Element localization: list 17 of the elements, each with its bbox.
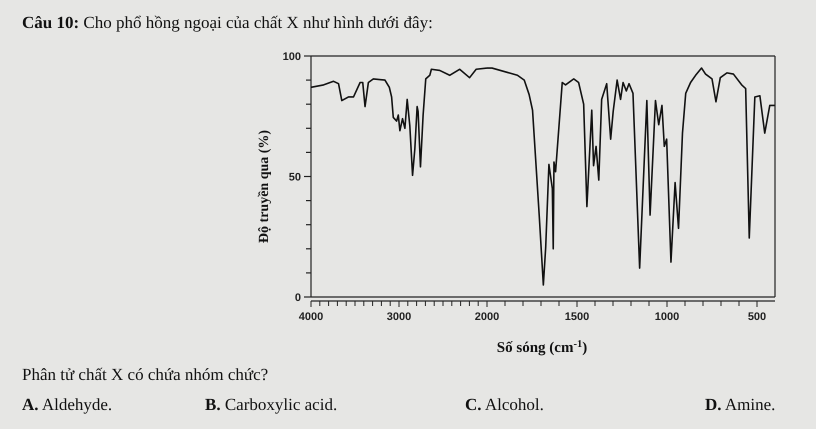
y-tick-label: 0 [294, 292, 301, 304]
y-tick-label: 50 [288, 172, 301, 184]
text: B. Carboxylic acid. [205, 395, 338, 414]
x-axis-title: Số sóng (cm$^{-1}$) [496, 338, 588, 356]
y-tick-label: 100 [282, 51, 301, 63]
text: A. Aldehyde. [22, 395, 112, 414]
x-tick-label: 2000 [474, 311, 500, 323]
x-tick-label: 4000 [298, 311, 324, 323]
x-tick-label: 1000 [654, 311, 680, 323]
x-tick-label: 500 [748, 311, 766, 323]
chart-title: Câu 10: Cho phổ hồng ngoại của chất X như hình dưới đây: [22, 13, 433, 32]
text: D. Amine. [705, 395, 776, 414]
y-axis-title: Độ truyền qua (%) [257, 130, 272, 244]
x-tick-label: 1500 [564, 311, 590, 323]
text: C. Alcohol. [465, 395, 544, 414]
x-tick-label: 3000 [386, 311, 412, 323]
text: Phân tử chất X có chứa nhóm chức? [22, 365, 268, 384]
